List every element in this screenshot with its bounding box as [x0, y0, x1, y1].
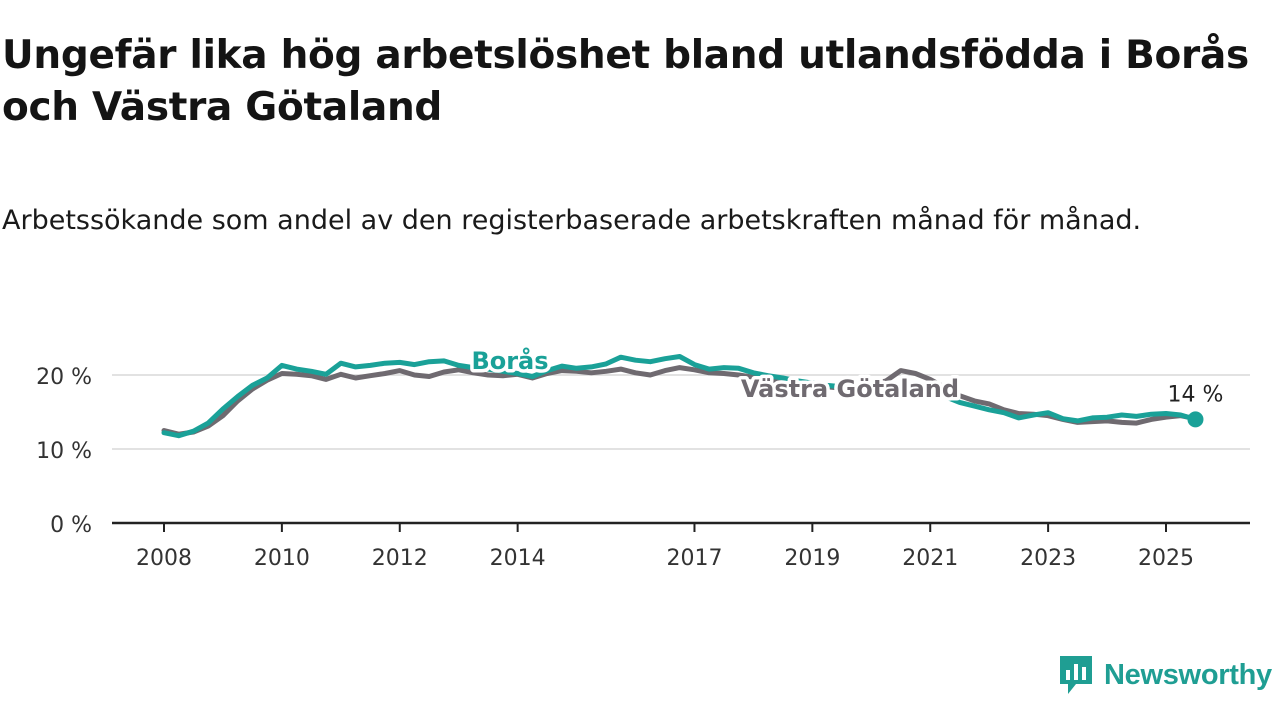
y-tick-label: 0 %: [50, 513, 92, 538]
x-tick-label: 2017: [666, 546, 722, 571]
x-tick-label: 2021: [902, 546, 958, 571]
gridlines: [112, 374, 1250, 450]
x-tick-label: 2023: [1020, 546, 1076, 571]
series-label-vastra-gotaland-halo: Västra Götaland: [741, 375, 959, 403]
y-tick-label: 10 %: [36, 439, 92, 464]
x-tick-label: 2012: [372, 546, 428, 571]
logo-wordmark: Newsworthy: [1104, 658, 1272, 691]
series-label-vastra-gotaland: Västra Götaland: [741, 375, 959, 403]
x-tick-label: 2008: [136, 546, 192, 571]
x-tick-label: 2010: [254, 546, 310, 571]
series-label-boras: Borås: [471, 346, 548, 375]
newsworthy-logo: Newsworthy: [1058, 654, 1272, 696]
x-axis: 2008 2010 2012 2014 2017 2019 2021 2023 2025: [112, 521, 1250, 571]
series-line-boras: [161, 354, 1198, 439]
series-label-boras-halo: Borås: [471, 346, 548, 375]
chart-subtitle: Arbetssökande som andel av den registerb…: [2, 205, 1142, 236]
x-tick-label: 2019: [784, 546, 840, 571]
y-tick-label: 20 %: [36, 365, 92, 390]
series-endpoint-boras: [1187, 411, 1204, 428]
chart-title: Ungefär lika hög arbetslöshet bland utla…: [2, 33, 1249, 130]
bar-chart-logo-icon: [1060, 656, 1092, 694]
series-line-vg: [161, 365, 1198, 437]
end-value-label: 14 %: [1168, 382, 1224, 407]
y-axis-tick-labels: 0 % 10 % 20 %: [36, 365, 92, 538]
x-tick-label: 2025: [1138, 546, 1194, 571]
series-lines: [161, 354, 1204, 439]
x-tick-label: 2014: [490, 546, 546, 571]
